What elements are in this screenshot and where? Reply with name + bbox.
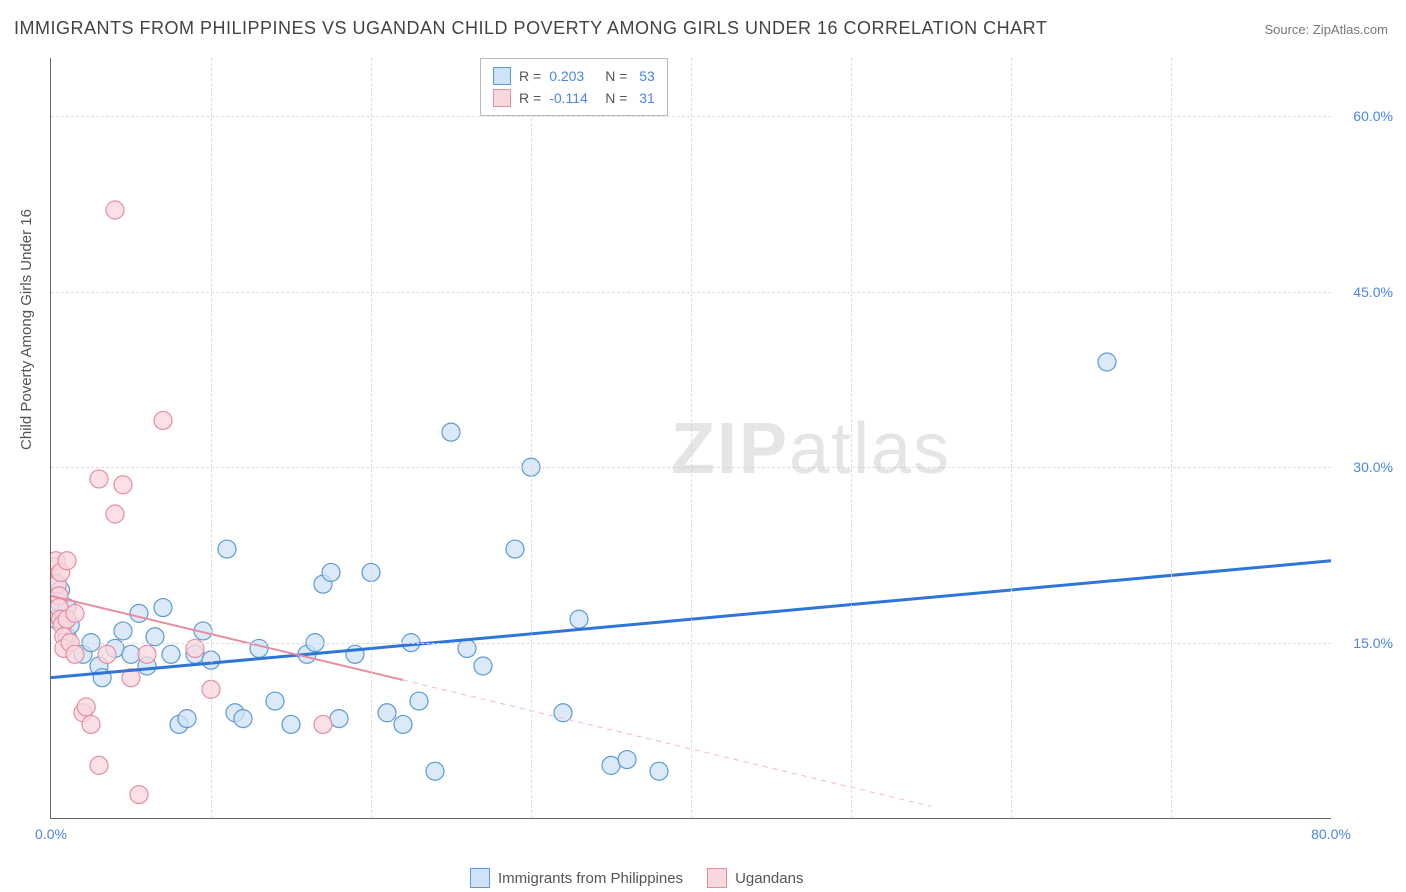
n-label: N = [605,65,627,87]
legend-series: Immigrants from Philippines Ugandans [470,868,803,888]
scatter-point [178,710,196,728]
legend-stats: R = 0.203 N = 53 R = -0.114 N = 31 [480,58,668,116]
legend-stat-row: R = 0.203 N = 53 [493,65,655,87]
r-value: 0.203 [549,65,597,87]
legend-swatch [707,868,727,888]
scatter-point [77,698,95,716]
scatter-point [378,704,396,722]
plot-area: ZIPatlas 15.0%30.0%45.0%60.0%0.0%80.0% [50,58,1331,819]
grid-line-v [211,58,212,818]
scatter-point [98,645,116,663]
grid-line-v [1011,58,1012,818]
scatter-point [82,715,100,733]
legend-swatch [493,67,511,85]
source-label: Source: ZipAtlas.com [1264,22,1388,37]
scatter-point [130,604,148,622]
n-value: 31 [635,87,654,109]
scatter-point [1098,353,1116,371]
legend-swatch [493,89,511,107]
legend-swatch [470,868,490,888]
legend-label: Immigrants from Philippines [498,870,683,887]
scatter-point [266,692,284,710]
scatter-point [506,540,524,558]
scatter-point [58,552,76,570]
r-value: -0.114 [549,87,597,109]
y-axis-label: Child Poverty Among Girls Under 16 [18,209,35,450]
scatter-point [322,563,340,581]
scatter-point [90,470,108,488]
scatter-point [114,476,132,494]
n-value: 53 [635,65,654,87]
legend-stat-row: R = -0.114 N = 31 [493,87,655,109]
scatter-point [66,645,84,663]
r-label: R = [519,87,541,109]
scatter-point [162,645,180,663]
scatter-point [130,786,148,804]
chart-title: IMMIGRANTS FROM PHILIPPINES VS UGANDAN C… [14,18,1047,39]
x-tick-label: 80.0% [1311,826,1351,842]
legend-item: Ugandans [707,868,803,888]
scatter-point [618,751,636,769]
grid-line-v [371,58,372,818]
scatter-point [442,423,460,441]
scatter-point [650,762,668,780]
scatter-point [282,715,300,733]
scatter-point [138,645,156,663]
scatter-point [410,692,428,710]
scatter-point [122,645,140,663]
grid-line-v [1171,58,1172,818]
scatter-point [474,657,492,675]
r-label: R = [519,65,541,87]
scatter-point [426,762,444,780]
n-label: N = [605,87,627,109]
scatter-point [554,704,572,722]
grid-line-v [531,58,532,818]
grid-line-v [691,58,692,818]
scatter-point [106,201,124,219]
y-tick-label: 15.0% [1353,635,1393,651]
scatter-point [234,710,252,728]
y-tick-label: 30.0% [1353,459,1393,475]
scatter-point [90,756,108,774]
scatter-point [154,599,172,617]
scatter-point [602,756,620,774]
scatter-point [570,610,588,628]
scatter-point [330,710,348,728]
grid-line-v [851,58,852,818]
legend-item: Immigrants from Philippines [470,868,683,888]
scatter-point [314,715,332,733]
source-name: ZipAtlas.com [1313,22,1388,37]
scatter-point [394,715,412,733]
legend-label: Ugandans [735,870,803,887]
scatter-point [154,411,172,429]
scatter-point [218,540,236,558]
scatter-point [106,505,124,523]
source-prefix: Source: [1264,22,1312,37]
y-tick-label: 60.0% [1353,108,1393,124]
x-tick-label: 0.0% [35,826,67,842]
scatter-point [114,622,132,640]
scatter-point [66,604,84,622]
y-tick-label: 45.0% [1353,284,1393,300]
